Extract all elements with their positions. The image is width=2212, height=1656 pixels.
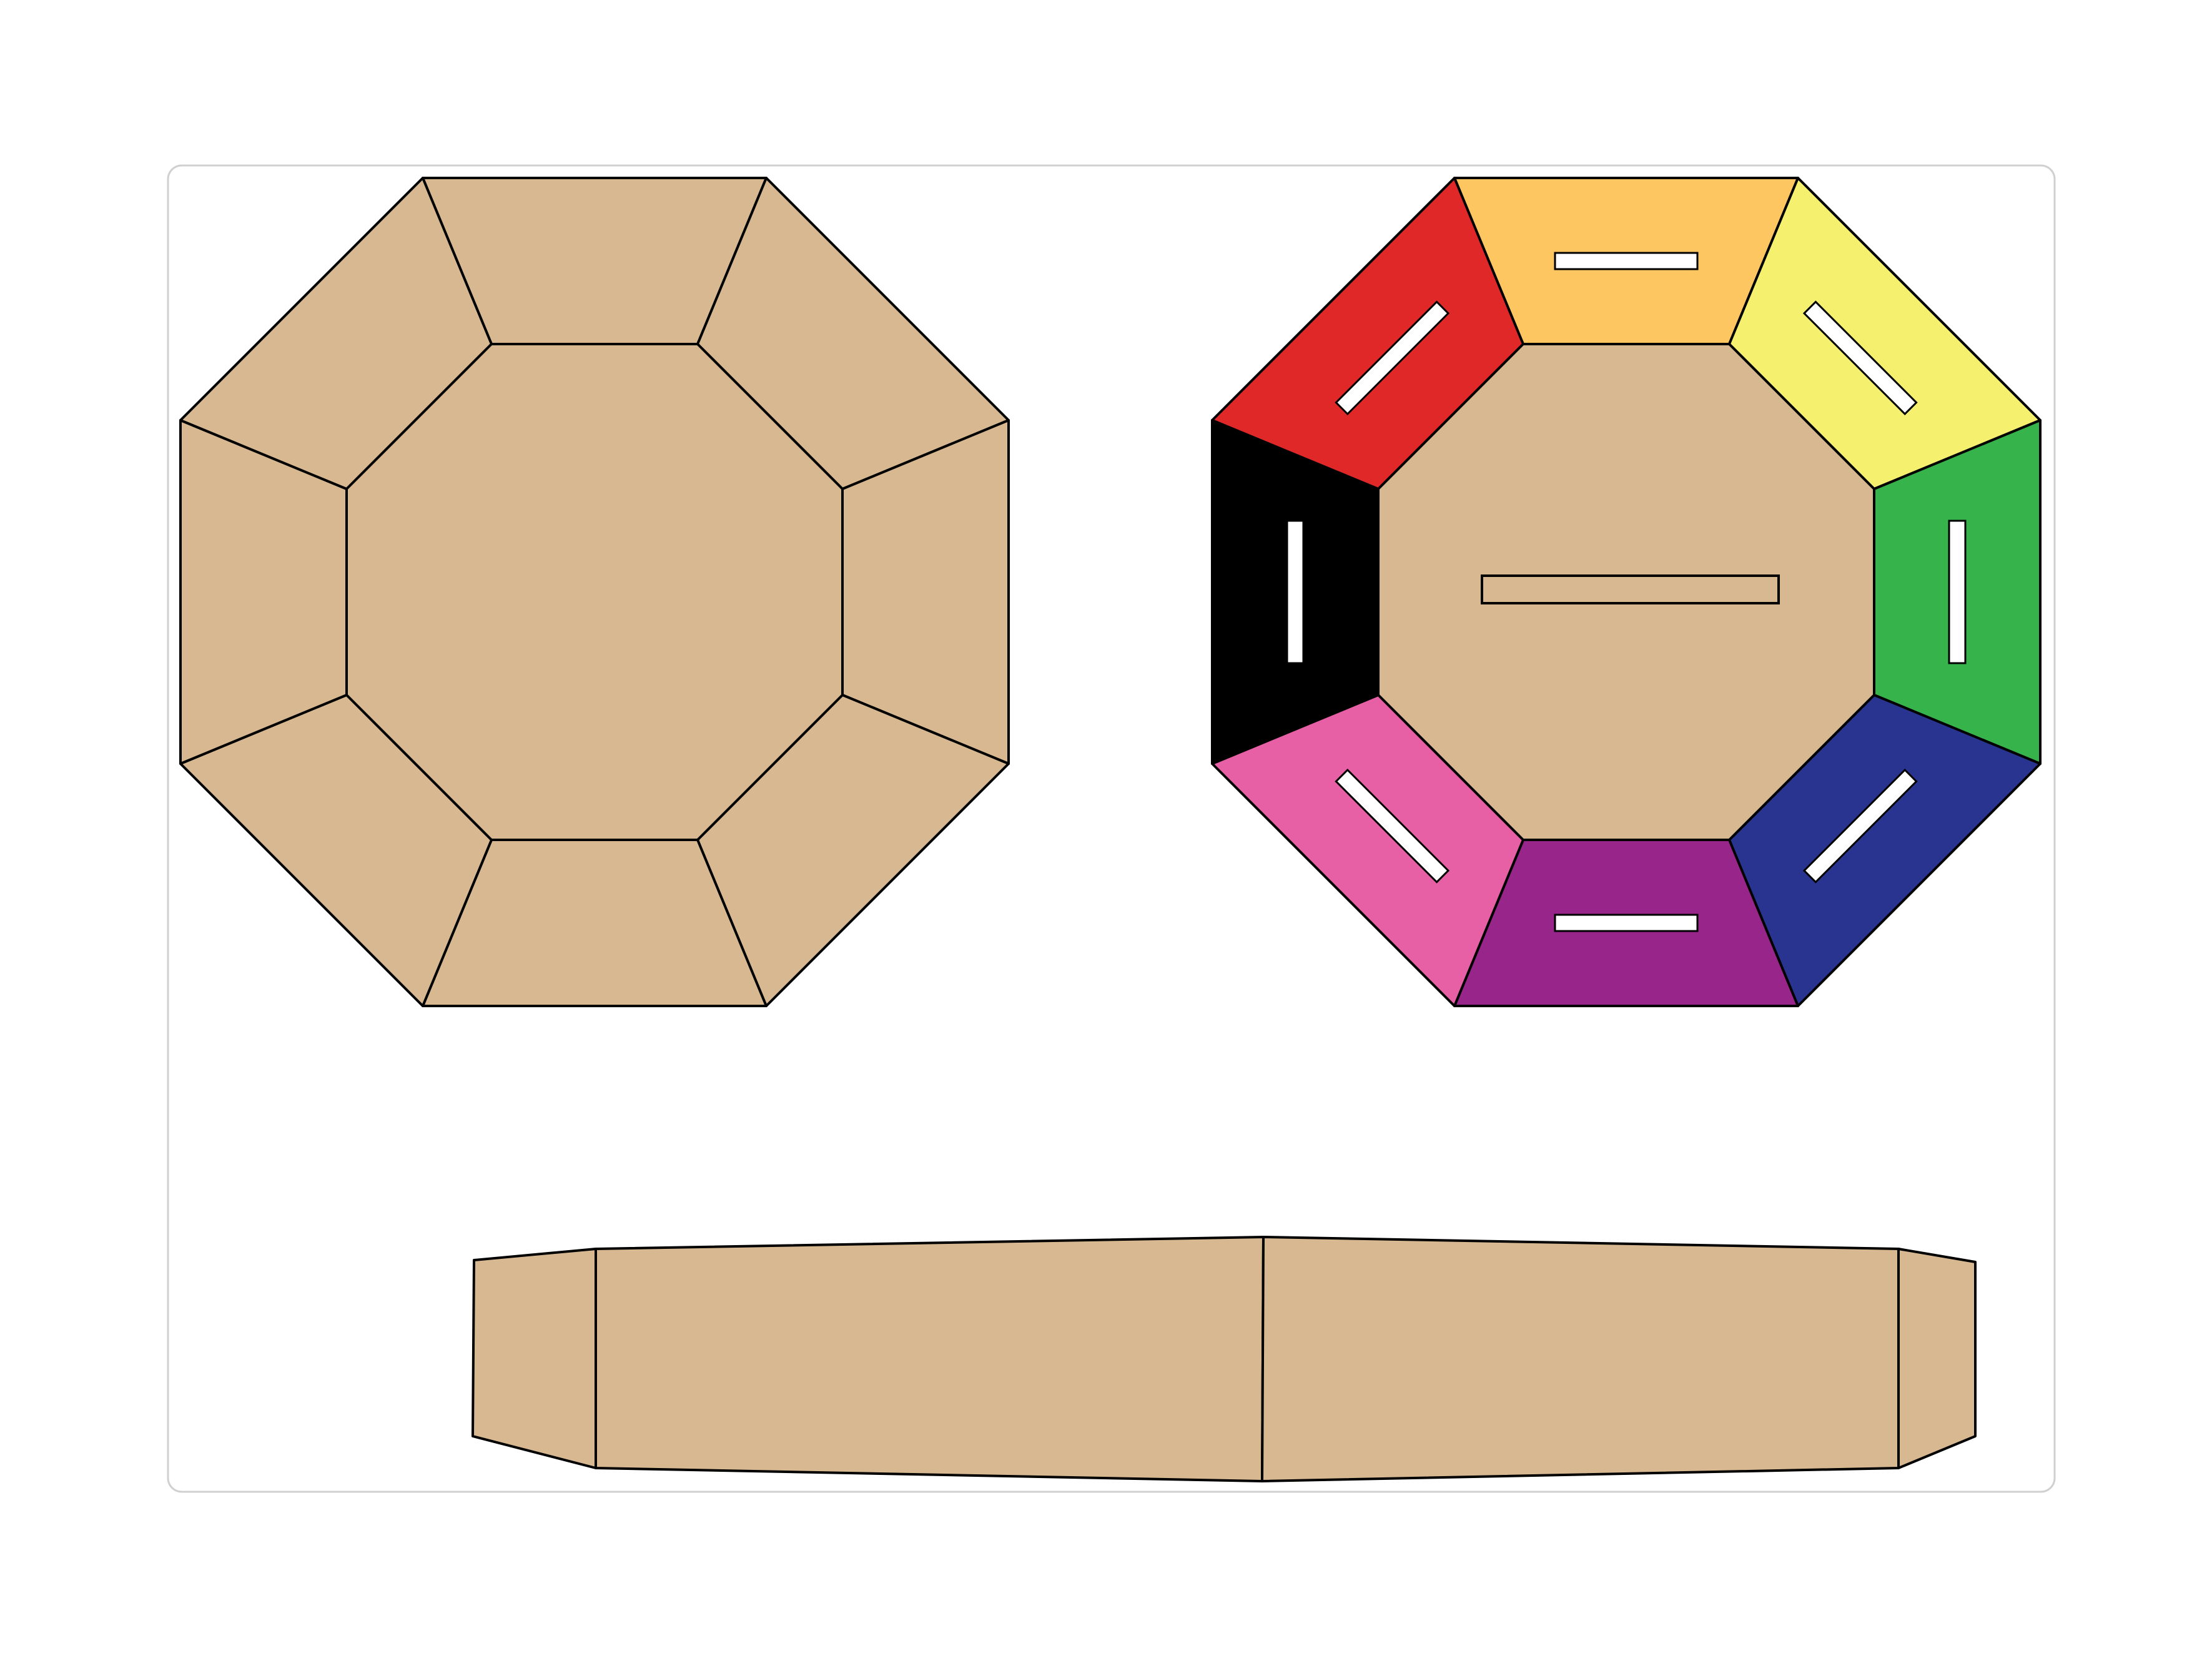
strip-right-panel: [1261, 1236, 1900, 1482]
strip-right-end-tab: [1897, 1248, 1977, 1469]
slot-green: [1948, 520, 1967, 664]
slot-purple: [1554, 914, 1699, 932]
slot-yellow: [1802, 300, 1918, 416]
strip-left-panel: [595, 1236, 1265, 1482]
slot-orange: [1554, 252, 1699, 270]
strip-left-end-tab: [472, 1248, 597, 1469]
slot-red: [1335, 300, 1450, 416]
center-slot: [1481, 574, 1780, 604]
side-wall-strip-template: [472, 1236, 1977, 1482]
slot-pink: [1335, 768, 1450, 884]
slot-blue: [1802, 768, 1918, 884]
plain-center-octagon: [345, 343, 844, 841]
slot-black: [1286, 520, 1305, 664]
plain-octagon-template: [179, 177, 1010, 1007]
color-wheel-octagon-template: [1211, 177, 2042, 1007]
